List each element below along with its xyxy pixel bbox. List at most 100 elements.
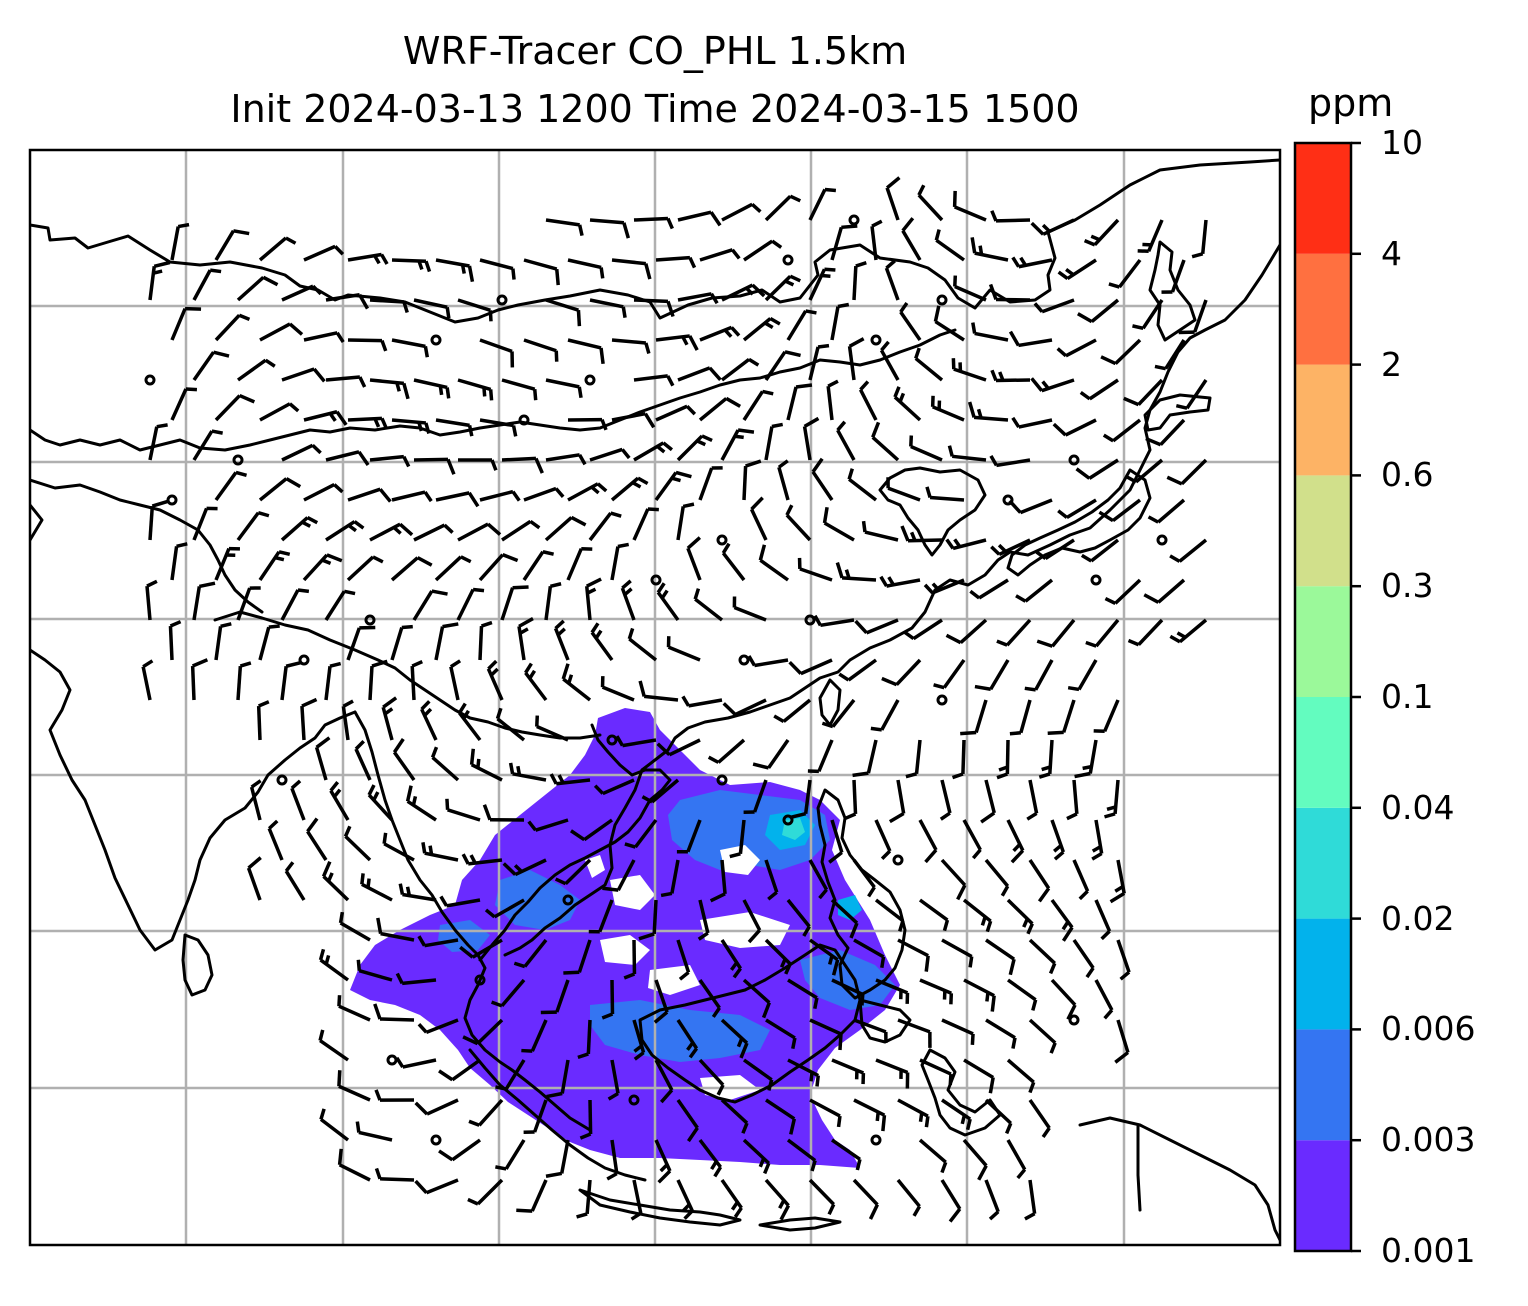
wind-barb	[960, 699, 988, 736]
wind-barb	[501, 378, 538, 401]
wind-barb	[990, 210, 1031, 223]
wind-barb	[742, 317, 781, 342]
wind-barb	[338, 911, 371, 942]
wind-barb	[786, 1138, 817, 1172]
wind-barb	[969, 578, 1009, 600]
colorbar-tick-label: 0.1	[1381, 677, 1434, 716]
wind-barb	[1006, 1058, 1036, 1094]
wind-barb	[901, 217, 922, 261]
wind-barb	[1104, 578, 1142, 605]
wind-barb	[567, 338, 605, 365]
wind-barb	[870, 1134, 882, 1146]
wind-barb	[479, 258, 516, 280]
wind-barb	[962, 819, 982, 860]
wind-barb	[945, 538, 987, 551]
wind-barb	[457, 378, 494, 401]
colorbar-tick-label: 0.001	[1381, 1231, 1476, 1270]
wind-barb	[324, 661, 342, 701]
wind-barb	[438, 1138, 482, 1162]
wind-barb	[676, 819, 702, 854]
wind-barb	[325, 520, 365, 542]
wind-barb	[1050, 898, 1074, 942]
wind-barb	[524, 662, 548, 702]
wind-barb	[1057, 258, 1097, 281]
wind-barb	[742, 459, 762, 501]
map-title-line-1: WRF-Tracer CO_PHL 1.5km	[402, 29, 908, 73]
wind-barb	[435, 258, 475, 283]
wind-barb	[500, 585, 529, 621]
wind-barb	[1072, 859, 1090, 901]
wind-barb	[811, 457, 834, 501]
wind-barb	[951, 739, 966, 780]
wind-barb	[623, 939, 637, 980]
wind-barb	[1006, 1139, 1027, 1180]
wind-barb	[918, 898, 950, 932]
wind-barb	[346, 555, 384, 582]
wind-barb	[947, 445, 987, 462]
coastline-vietnam	[503, 768, 644, 957]
wind-barb	[236, 586, 261, 621]
wind-barb	[903, 618, 943, 641]
wind-barb	[963, 1058, 995, 1094]
wind-barb	[871, 421, 900, 462]
wind-barb	[346, 625, 376, 661]
wind-barb	[899, 301, 922, 341]
wind-barb	[303, 331, 345, 344]
wind-barb	[742, 1058, 774, 1091]
colorbar-tick-label: 0.04	[1381, 787, 1455, 827]
wind-barb	[1033, 298, 1075, 314]
colorbar-tick-label: 2	[1381, 344, 1402, 384]
wind-barb	[677, 292, 719, 305]
wind-barb	[170, 222, 190, 261]
wind-barb	[584, 374, 596, 386]
wind-barb	[369, 298, 409, 314]
wind-barb	[874, 898, 905, 932]
wind-barb	[544, 582, 562, 621]
wind-barb	[847, 337, 865, 381]
wind-barb	[939, 779, 952, 821]
wind-barb	[1009, 699, 1032, 736]
wind-barb	[852, 858, 876, 898]
wind-barb	[1050, 978, 1077, 1021]
wind-barb	[720, 357, 760, 382]
wind-barb	[697, 899, 710, 941]
wind-barb	[1083, 218, 1120, 247]
wind-barb	[660, 859, 680, 898]
wind-barb	[905, 739, 922, 779]
wind-barb	[1169, 618, 1208, 644]
wind-barb	[281, 284, 323, 302]
wind-barb	[601, 979, 615, 1020]
wind-barb	[809, 1018, 843, 1051]
wind-barb	[870, 699, 900, 732]
wind-barb	[1006, 898, 1034, 935]
wind-barb	[1066, 779, 1079, 821]
wind-barb	[852, 739, 878, 778]
wind-barb	[392, 737, 416, 782]
wind-barb	[698, 466, 723, 501]
wind-barb	[589, 447, 631, 462]
colorbar-tick-label: 0.003	[1381, 1120, 1476, 1160]
wind-barb	[638, 899, 658, 941]
wind-barb	[518, 414, 530, 426]
wind-barb	[1175, 379, 1208, 410]
wind-barb	[698, 1138, 723, 1178]
wind-barb	[870, 219, 883, 261]
wind-barb	[996, 739, 1010, 780]
wind-barb	[1028, 1099, 1051, 1139]
wind-barb	[699, 325, 741, 342]
wind-barb	[417, 1018, 459, 1034]
wind-barb	[1169, 538, 1208, 563]
wind-barb	[214, 622, 232, 661]
wind-barb	[1024, 1179, 1037, 1221]
wind-barb	[830, 302, 850, 341]
colorbar-segment	[1295, 475, 1351, 587]
wind-barb	[1080, 538, 1120, 563]
wind-barb	[321, 860, 350, 902]
wind-barb	[1057, 498, 1097, 520]
wind-barb	[457, 458, 498, 471]
wind-barb	[980, 779, 996, 824]
plume-contour-fill	[800, 950, 895, 1010]
wind-barb	[1035, 538, 1075, 561]
wind-barb	[808, 187, 837, 221]
map-frame	[28, 148, 1282, 1247]
